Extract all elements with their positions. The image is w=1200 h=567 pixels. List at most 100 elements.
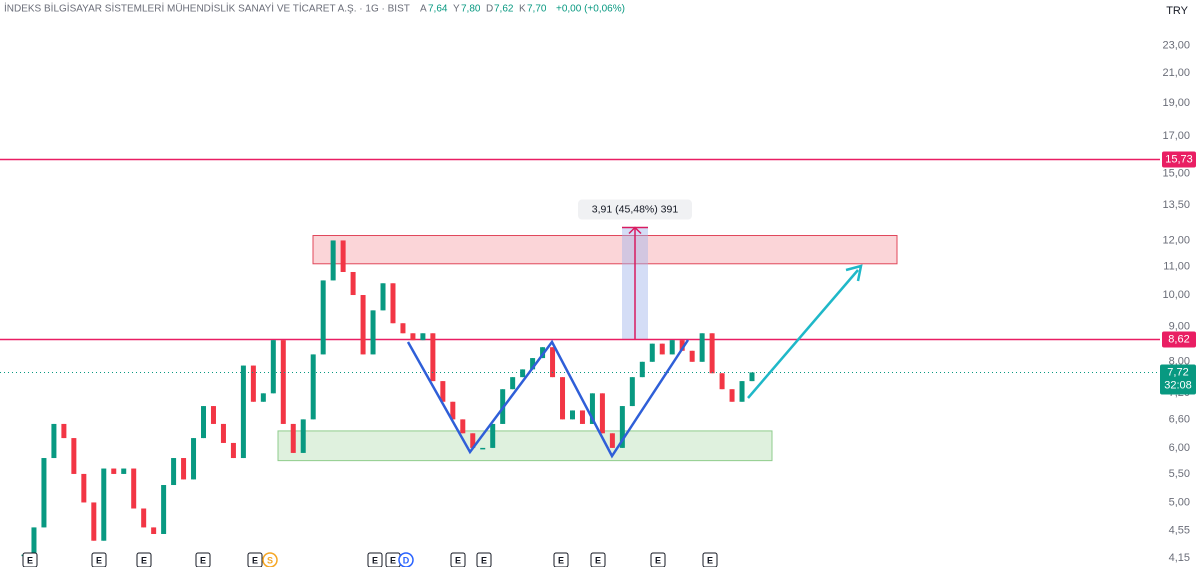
candle (181, 458, 187, 480)
candle (131, 468, 137, 509)
y-tick-label: 21,00 (1162, 67, 1190, 79)
event-marker (450, 552, 466, 567)
candle (739, 381, 745, 402)
candle (390, 283, 396, 324)
ohlc-key: A (420, 4, 427, 15)
y-tick-label: 19,00 (1162, 97, 1190, 109)
countdown: 32:08 (1164, 379, 1192, 391)
y-tick-label: 5,00 (1169, 496, 1190, 508)
ohlc-key: Y (453, 4, 460, 15)
candle (320, 280, 326, 355)
y-tick-label: 23,00 (1162, 40, 1190, 52)
candle (709, 333, 715, 374)
candle (550, 347, 556, 378)
y-tick-label: 13,50 (1162, 199, 1190, 211)
event-label: E (27, 555, 33, 565)
current-price-label: 7,72 (1167, 366, 1188, 378)
event-label: E (200, 555, 206, 565)
event-marker (476, 552, 492, 567)
candle (599, 393, 605, 434)
candle (530, 358, 536, 370)
candle (51, 423, 57, 459)
level-label-box (1162, 331, 1196, 348)
candle (81, 473, 87, 503)
candle (240, 365, 246, 459)
event-label: S (267, 555, 273, 565)
event-marker (91, 552, 107, 567)
candle (749, 372, 755, 382)
candle (470, 433, 476, 448)
candle (669, 340, 675, 355)
candle (510, 377, 516, 390)
candle (220, 423, 226, 443)
y-tick-label: 17,00 (1162, 130, 1190, 142)
candle (679, 340, 685, 351)
measure-label-box (578, 199, 692, 220)
candle (410, 333, 416, 341)
change: +0,00 (+0,06%) (556, 4, 625, 15)
current-price-box (1160, 364, 1196, 395)
candle (490, 423, 496, 448)
candle (171, 458, 177, 486)
candle (71, 438, 77, 474)
candle (520, 369, 526, 378)
candle (440, 381, 446, 402)
event-marker (262, 552, 278, 567)
ohlc-value: 7,70 (527, 4, 547, 15)
candle (629, 377, 635, 407)
candle (729, 389, 735, 402)
ohlc-key: D (486, 4, 493, 15)
candle (340, 240, 346, 272)
candle (260, 393, 266, 402)
candle (450, 401, 456, 420)
y-tick-label: 9,00 (1169, 320, 1190, 332)
candle (191, 438, 197, 480)
candle (31, 527, 37, 555)
event-marker (247, 552, 263, 567)
candle (370, 310, 376, 355)
candle (280, 340, 286, 424)
candle (560, 377, 566, 420)
candle (250, 365, 256, 402)
candle (460, 419, 466, 434)
event-label: E (558, 555, 564, 565)
candle (111, 468, 117, 474)
candle (270, 340, 276, 394)
ohlc-value: 7,80 (461, 4, 481, 15)
event-marker (590, 552, 606, 567)
candle (201, 406, 207, 439)
event-marker (367, 552, 383, 567)
pattern-line (406, 339, 690, 459)
level-label: 8,62 (1168, 333, 1189, 345)
candle (649, 343, 655, 362)
event-label: E (655, 555, 661, 565)
candle (589, 393, 595, 424)
event-marker (195, 552, 211, 567)
candle (719, 373, 725, 390)
candle (310, 354, 316, 420)
zone (277, 430, 773, 462)
event-label: E (390, 555, 396, 565)
ohlc-key: K (519, 4, 526, 15)
y-tick-label: 4,55 (1169, 525, 1190, 537)
event-label: D (403, 555, 410, 565)
event-marker (136, 552, 152, 567)
y-tick-label: 4,15 (1169, 552, 1190, 564)
candle (360, 295, 366, 355)
event-marker (398, 552, 414, 567)
candle (579, 410, 585, 424)
event-label: E (707, 555, 713, 565)
event-label: E (96, 555, 102, 565)
y-tick-label: 6,00 (1169, 442, 1190, 454)
candle (609, 433, 615, 448)
event-marker (22, 552, 38, 567)
ohlc: A 7,64 Y 7,80 D 7,62 K 7,70 +0,00 (+0,06%) (420, 4, 625, 15)
candle (210, 406, 216, 424)
candle (101, 468, 107, 541)
currency: TRY (1166, 5, 1188, 17)
candle (141, 508, 147, 528)
candle (151, 527, 157, 534)
arrow-head (845, 264, 863, 282)
candle (480, 447, 486, 450)
